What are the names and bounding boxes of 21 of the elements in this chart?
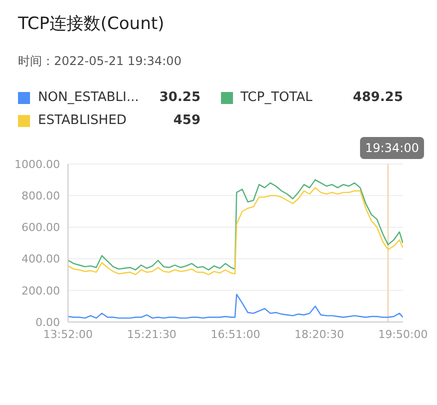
legend-label: NON_ESTABLI...	[38, 90, 140, 105]
x-tick-label: 18:20:30	[294, 328, 344, 341]
text: 19:34:00	[365, 141, 419, 155]
x-tick-label: 16:51:00	[210, 328, 260, 341]
chart-subtitle: 时间：2022-05-21 19:34:00	[18, 53, 182, 70]
text: 489.25	[352, 90, 403, 105]
x-tick-label: 19:50:00	[378, 328, 428, 341]
y-tick-label: 1000.00	[14, 158, 60, 171]
line-series	[68, 294, 403, 319]
legend-label: ESTABLISHED	[38, 113, 128, 128]
y-tick-label: 0.00	[36, 316, 60, 329]
text: 30.25	[159, 90, 200, 105]
y-tick-label: 400.00	[22, 252, 60, 266]
y-tick-label: 200.00	[22, 284, 60, 298]
x-tick-label: 15:21:30	[127, 328, 176, 341]
y-tick-label: 600.00	[22, 221, 60, 234]
legend-label: TCP_TOTAL	[240, 90, 314, 105]
chart-title: TCP连接数(Count)	[18, 13, 166, 35]
y-tick-label: 800.00	[22, 190, 60, 203]
text: 459	[173, 113, 200, 128]
x-tick-label: 13:52:00	[43, 328, 93, 341]
